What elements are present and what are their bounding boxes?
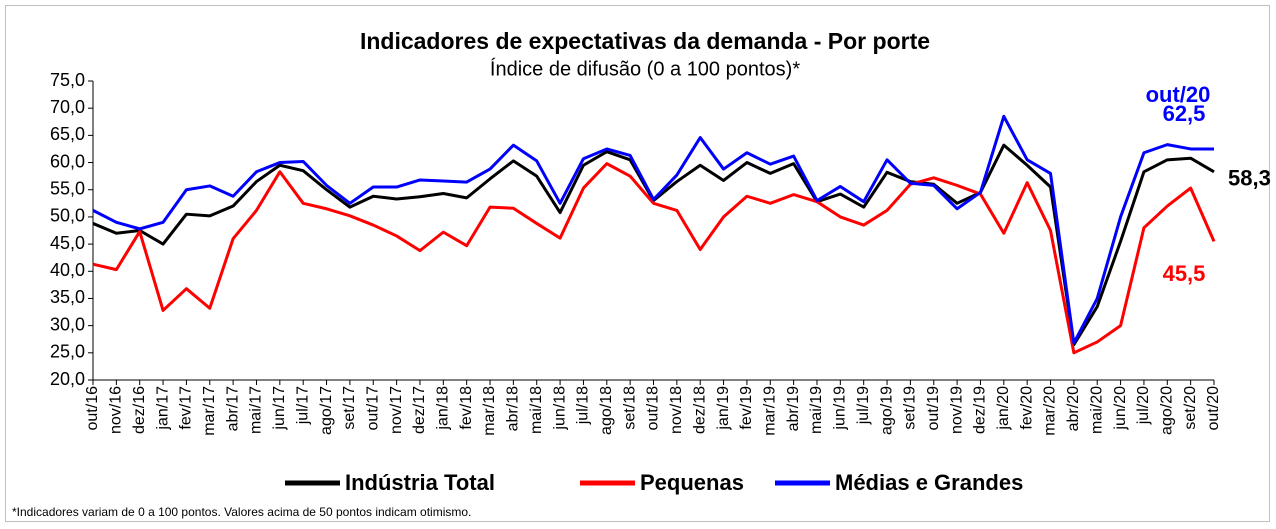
- y-tick-label: 35,0: [50, 287, 85, 307]
- legend-label: Pequenas: [640, 470, 744, 495]
- y-tick-label: 20,0: [50, 369, 85, 389]
- x-tick-label: jul/18: [575, 386, 592, 425]
- x-tick-label: ago/19: [878, 386, 895, 435]
- x-tick-label: jan/19: [715, 386, 732, 431]
- y-tick-label: 55,0: [50, 178, 85, 198]
- chart-title: Indicadores de expectativas da demanda -…: [360, 28, 930, 54]
- series-line: [92, 162, 1216, 355]
- x-tick-label: fev/17: [178, 386, 195, 430]
- y-tick-label: 70,0: [50, 97, 85, 117]
- x-tick-label: nov/17: [388, 386, 405, 434]
- series-line: [92, 114, 1214, 345]
- x-tick-label: fev/20: [1018, 386, 1035, 430]
- x-tick-label: mai/17: [248, 386, 265, 434]
- x-tick-label: abr/17: [224, 386, 241, 431]
- x-tick-label: ago/18: [598, 386, 615, 435]
- data-label: 62,5: [1163, 101, 1206, 126]
- y-tick-label: 60,0: [50, 151, 85, 171]
- x-tick-label: jul/20: [1135, 386, 1152, 425]
- chart-border: [5, 5, 1270, 522]
- x-tick-label: jun/20: [1112, 386, 1129, 431]
- x-tick-label: out/18: [645, 386, 662, 431]
- x-tick-label: out/19: [925, 386, 942, 431]
- chart-subtitle: Índice de difusão (0 a 100 pontos)*: [490, 57, 800, 80]
- x-tick-label: nov/19: [948, 386, 965, 434]
- x-tick-label: out/16: [84, 386, 101, 431]
- x-tick-label: mai/19: [808, 386, 825, 434]
- x-tick-label: out/17: [364, 386, 381, 431]
- x-tick-label: dez/19: [972, 386, 989, 434]
- x-tick-label: mar/18: [481, 386, 498, 436]
- series-line: [92, 143, 1215, 347]
- x-tick-label: dez/16: [131, 386, 148, 434]
- x-tick-label: dez/17: [411, 386, 428, 434]
- x-tick-label: jun/19: [832, 386, 849, 431]
- x-tick-label: mai/18: [528, 386, 545, 434]
- y-tick-label: 75,0: [50, 70, 85, 90]
- y-tick-label: 50,0: [50, 206, 85, 226]
- x-tick-label: jan/18: [435, 386, 452, 431]
- x-tick-label: mai/20: [1088, 386, 1105, 434]
- y-tick-label: 65,0: [50, 124, 85, 144]
- x-tick-label: abr/19: [785, 386, 802, 431]
- x-tick-label: jul/19: [855, 386, 872, 425]
- x-tick-label: out/20: [1205, 386, 1222, 431]
- x-tick-label: fev/18: [458, 386, 475, 430]
- legend-label: Médias e Grandes: [835, 470, 1023, 495]
- x-tick-label: set/19: [902, 386, 919, 430]
- x-tick-label: abr/20: [1065, 386, 1082, 431]
- x-tick-label: jan/20: [995, 386, 1012, 431]
- x-tick-label: set/20: [1182, 386, 1199, 430]
- x-tick-label: set/18: [621, 386, 638, 430]
- y-tick-label: 30,0: [50, 314, 85, 334]
- x-tick-label: abr/18: [505, 386, 522, 431]
- y-tick-label: 40,0: [50, 260, 85, 280]
- x-tick-label: nov/16: [108, 386, 125, 434]
- data-label: 45,5: [1163, 261, 1206, 286]
- x-tick-label: jun/17: [271, 386, 288, 431]
- x-tick-label: jul/17: [294, 386, 311, 425]
- x-tick-label: nov/18: [668, 386, 685, 434]
- x-tick-label: jun/18: [551, 386, 568, 431]
- y-tick-label: 25,0: [50, 342, 85, 362]
- y-tick-label: 45,0: [50, 233, 85, 253]
- x-tick-label: ago/20: [1159, 386, 1176, 435]
- x-tick-label: jan/17: [154, 386, 171, 431]
- data-label: 58,3: [1228, 166, 1271, 191]
- legend-label: Indústria Total: [345, 470, 495, 495]
- x-tick-label: ago/17: [318, 386, 335, 435]
- x-tick-label: mar/20: [1042, 386, 1059, 436]
- x-tick-label: dez/18: [691, 386, 708, 434]
- x-tick-label: mar/19: [761, 386, 778, 436]
- x-tick-label: set/17: [341, 386, 358, 430]
- footnote: *Indicadores variam de 0 a 100 pontos. V…: [12, 505, 471, 519]
- x-tick-label: mar/17: [201, 386, 218, 436]
- annotation: out/20: [1146, 82, 1211, 107]
- x-tick-label: fev/19: [738, 386, 755, 430]
